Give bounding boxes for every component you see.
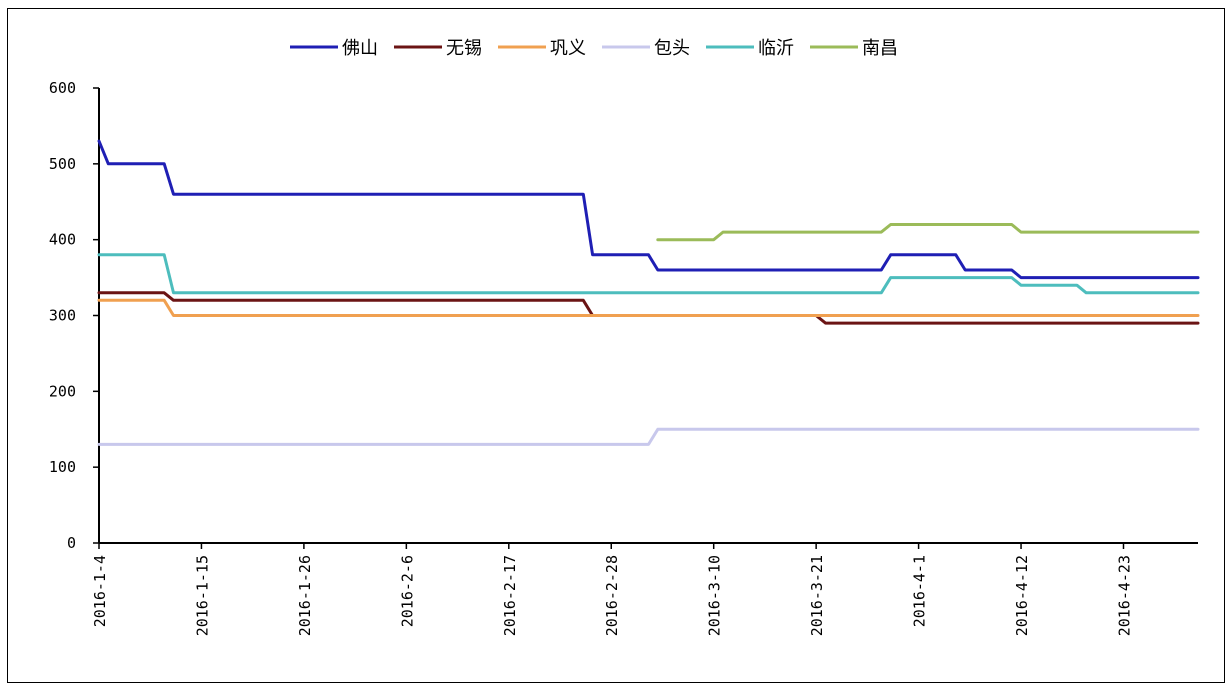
plot-lines [97, 139, 1200, 446]
series-line-1 [97, 291, 1200, 325]
chart-frame [7, 8, 1225, 683]
legend: 佛山 无锡 巩义 包头 临沂 南昌 [290, 38, 898, 59]
series-line-2 [97, 298, 1200, 317]
legend-item: 无锡 [394, 38, 482, 59]
series-line-5 [656, 223, 1200, 242]
y-axis: 0 100 200 300 400 500 600 [49, 79, 100, 552]
series-line-3 [97, 427, 1200, 446]
legend-label: 佛山 [342, 38, 378, 59]
x-tick-label: 2016-1-15 [193, 555, 211, 636]
y-tick-label: 100 [49, 458, 76, 476]
x-tick-label: 2016-3-21 [808, 555, 826, 636]
y-tick-label: 400 [49, 231, 76, 249]
legend-item: 南昌 [810, 38, 898, 59]
x-axis: 2016-1-4 2016-1-15 2016-1-26 2016-2-6 2016-2… [91, 542, 1198, 636]
legend-label: 巩义 [550, 38, 586, 59]
x-tick-label: 2016-2-17 [501, 555, 519, 636]
x-tick-label: 2016-4-1 [911, 555, 929, 627]
legend-item: 临沂 [706, 38, 794, 59]
x-tick-label: 2016-3-10 [706, 555, 724, 636]
legend-label: 南昌 [862, 38, 898, 59]
x-tick-label: 2016-4-12 [1013, 555, 1031, 636]
legend-item: 佛山 [290, 38, 378, 59]
x-tick-label: 2016-4-23 [1115, 555, 1133, 636]
y-tick-label: 500 [49, 155, 76, 173]
legend-item: 巩义 [498, 38, 586, 59]
y-tick-label: 300 [49, 307, 76, 325]
y-tick-label: 0 [67, 534, 76, 552]
series-line-0 [97, 139, 1200, 280]
x-tick-label: 2016-1-4 [91, 555, 109, 627]
x-tick-label: 2016-2-28 [603, 555, 621, 636]
y-tick-label: 200 [49, 382, 76, 400]
series-line-4 [97, 253, 1200, 295]
legend-label: 包头 [654, 38, 690, 59]
x-tick-label: 2016-1-26 [296, 555, 314, 636]
y-tick-label: 600 [49, 79, 76, 97]
legend-label: 临沂 [758, 38, 794, 59]
legend-item: 包头 [602, 38, 690, 59]
x-tick-label: 2016-2-6 [398, 555, 416, 627]
legend-label: 无锡 [446, 38, 482, 59]
